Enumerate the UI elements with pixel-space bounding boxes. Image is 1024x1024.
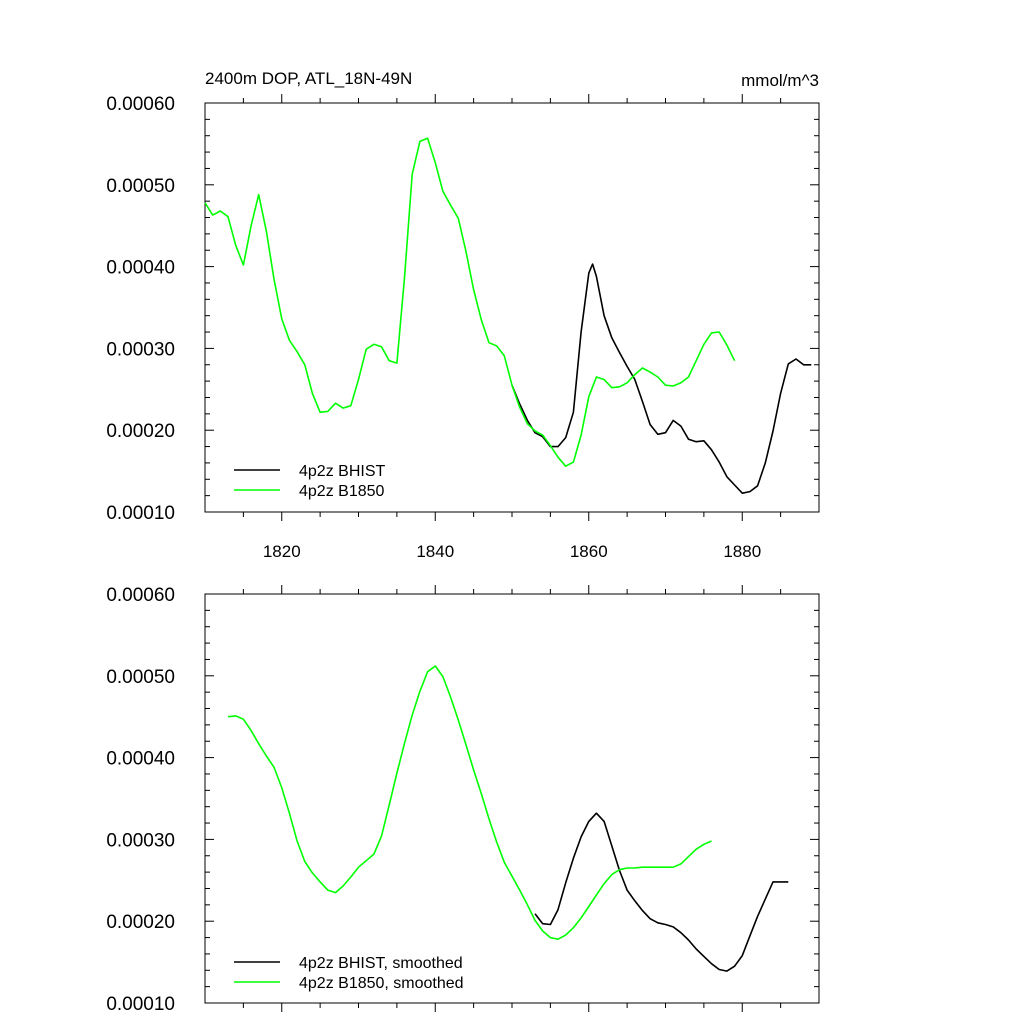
y-tick-label: 0.00010: [106, 503, 175, 524]
series-line-bhist: [534, 812, 789, 972]
x-tick-label: 1880: [723, 542, 761, 561]
series-line-bhist: [511, 263, 812, 495]
y-tick-label: 0.00040: [106, 749, 175, 770]
bottom-panel: 0.00010 0.00020 0.00030 0.00040 0.00050 0.000…: [106, 585, 820, 1015]
legend-label-bhist: 4p2z BHIST: [299, 463, 385, 480]
y-tick-label: 0.00030: [106, 830, 175, 851]
y-tick-label: 0.00060: [106, 585, 175, 606]
x-tick-label: 1860: [570, 542, 608, 561]
y-tick-label: 0.00020: [106, 421, 175, 442]
y-tick-label: 0.00050: [106, 176, 175, 197]
legend: 4p2z BHIST, smoothed 4p2z B1850, smoothe…: [234, 955, 464, 992]
y-tick-label: 0.00040: [106, 258, 175, 279]
y-tick-label: 0.00060: [106, 94, 175, 115]
y-tick-label: 0.00020: [106, 912, 175, 933]
y-tick-label: 0.00050: [106, 667, 175, 688]
series-line-b1850: [227, 665, 712, 941]
units-label: mmol/m^3: [741, 71, 819, 90]
legend: 4p2z BHIST 4p2z B1850: [234, 463, 385, 500]
plot-frame: [204, 593, 820, 1004]
series-line-b1850: [204, 137, 736, 468]
x-ticks: 1820 1840 1860 1880: [242, 94, 782, 561]
y-tick-label: 0.00010: [106, 994, 175, 1015]
series-lines: [227, 665, 789, 972]
plot-frame: [204, 102, 820, 513]
legend-label-b1850-smoothed: 4p2z B1850, smoothed: [299, 975, 464, 992]
y-tick-label: 0.00030: [106, 339, 175, 360]
y-ticks: 0.00010 0.00020 0.00030 0.00040 0.00050 0.000…: [106, 585, 819, 1015]
top-panel: 2400m DOP, ATL_18N-49N mmol/m^3 0.000100…: [106, 69, 820, 561]
legend-label-bhist-smoothed: 4p2z BHIST, smoothed: [299, 955, 463, 972]
x-tick-label: 1820: [263, 542, 301, 561]
chart-title: 2400m DOP, ATL_18N-49N: [205, 69, 412, 88]
x-tick-label: 1840: [416, 542, 454, 561]
legend-label-b1850: 4p2z B1850: [299, 483, 385, 500]
x-ticks: [242, 585, 782, 1012]
series-lines: [204, 137, 812, 495]
y-ticks: 0.00010 0.00020 0.00030 0.00040 0.00050 0.000…: [106, 94, 819, 524]
